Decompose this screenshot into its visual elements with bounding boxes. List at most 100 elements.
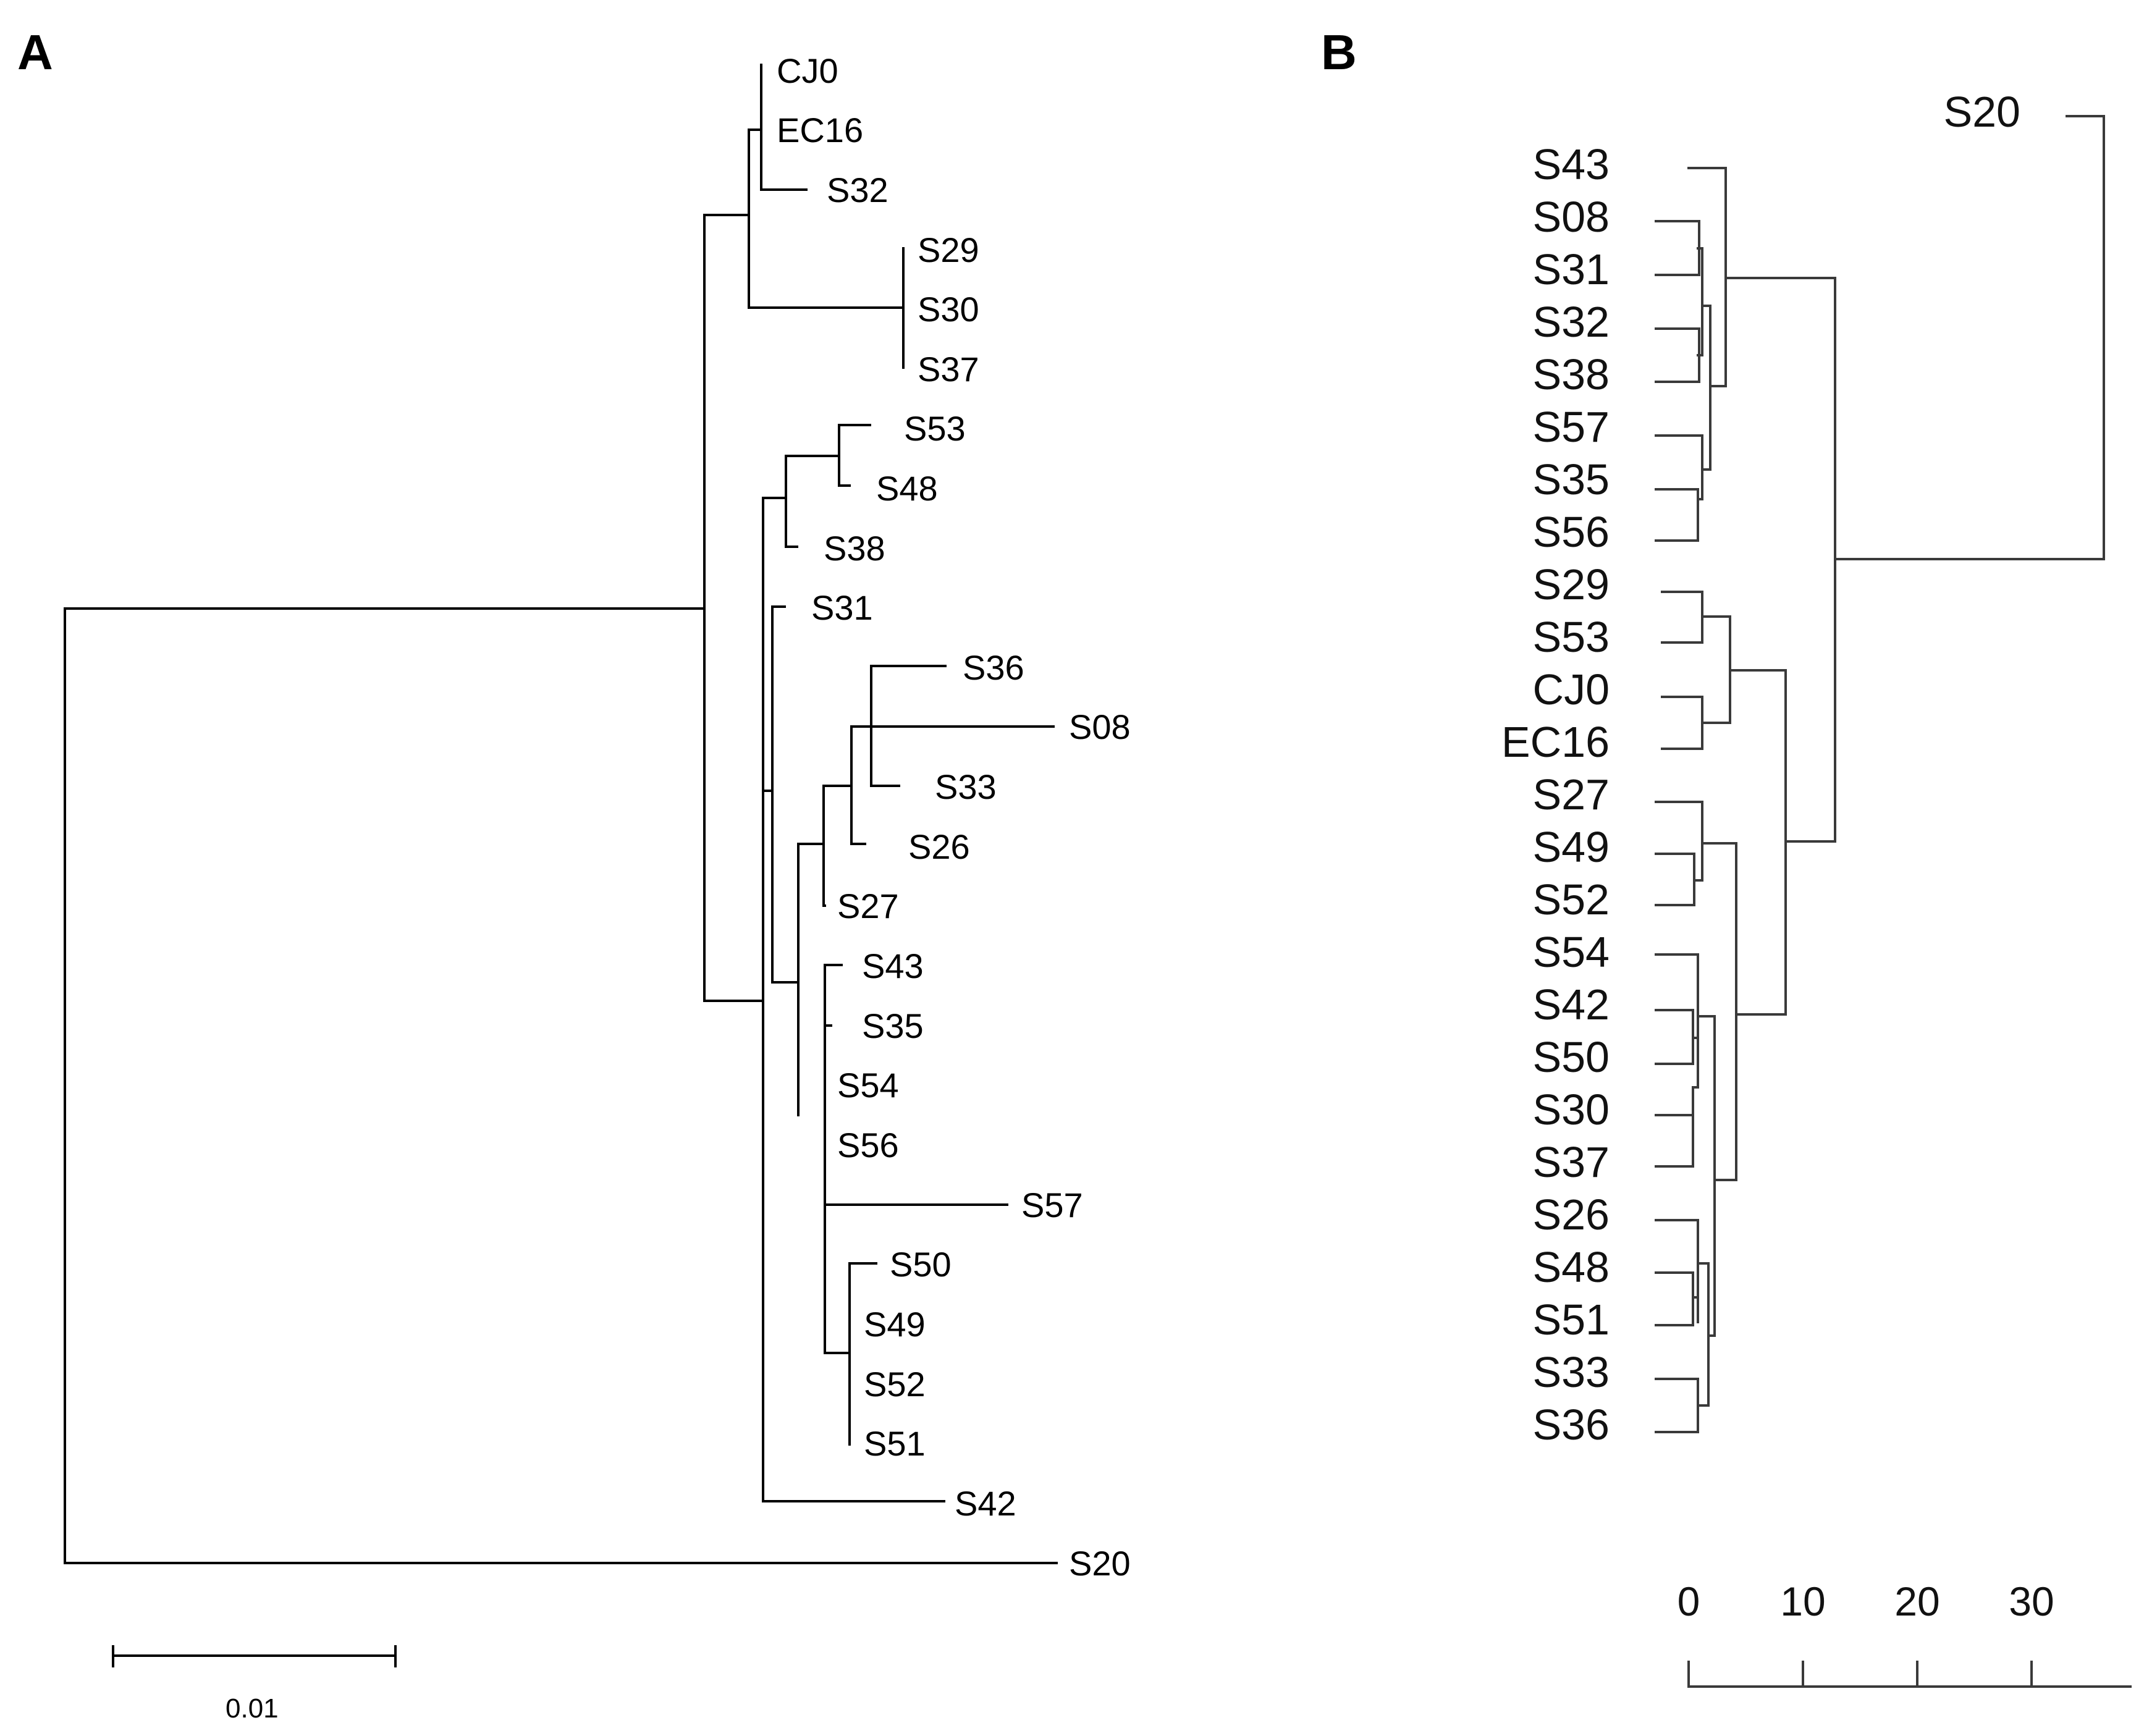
tree-a-leaf-label: S48: [876, 469, 938, 508]
tree-a-leaf-label: S50: [890, 1245, 952, 1284]
dendro-b-leaf-label: S27: [1532, 770, 1610, 819]
tree-a-leaf-label: S33: [935, 767, 997, 806]
dendro-b-branch: [1697, 1262, 1710, 1407]
tree-a-branch: [760, 64, 808, 191]
dendro-b-branch: [1655, 327, 1700, 383]
tree-a-leaf-label: CJ0: [777, 51, 838, 90]
tree-a-leaf-label: S52: [864, 1365, 926, 1404]
dendro-b-branch: [1701, 434, 1711, 500]
tree-a-leaf-label: S29: [918, 230, 979, 269]
dendro-b-leaf-label: CJ0: [1533, 665, 1610, 714]
dendro-axis: [1687, 1661, 2132, 1688]
tree-a-leaf-label: S38: [824, 529, 885, 568]
tree-a-leaf-label: S27: [837, 887, 899, 925]
dendro-b-leaf-label: S53: [1532, 613, 1610, 661]
tree-a-leaf-label: S32: [827, 171, 888, 209]
dendro-b-leaf-label: S49: [1532, 823, 1610, 871]
dendro-axis-tick: 20: [1894, 1578, 1939, 1624]
dendro-b-leaf-label: S29: [1532, 560, 1610, 609]
tree-a-leaf-label: EC16: [777, 111, 863, 150]
dendro-b-leaf-label: S57: [1532, 403, 1610, 451]
dendro-b-leaf-label: S20: [1943, 88, 2020, 136]
dendro-axis-tick: 0: [1678, 1578, 1700, 1624]
dendro-b-leaf-label: S51: [1532, 1296, 1610, 1344]
dendro-b-branch: [1701, 247, 1711, 356]
tree-a-leaf-label: S08: [1069, 707, 1131, 746]
tree-a-leaf-label: S37: [918, 350, 979, 389]
dendro-b-branch: [1655, 1378, 1699, 1433]
dendro-b-leaf-label: S31: [1532, 245, 1610, 293]
tree-a-branch: [824, 964, 843, 1027]
dendro-b-leaf-label: S30: [1532, 1085, 1610, 1134]
tree-a-leaf-label: S54: [837, 1066, 899, 1105]
tree-a-branch: [703, 214, 764, 1002]
tree-a-branch: [762, 497, 945, 1502]
dendro-b-leaf-label: S50: [1532, 1033, 1610, 1081]
tree-a-branch: [748, 129, 905, 309]
dendro-b-leaf-label: S38: [1532, 350, 1610, 398]
dendro-b-leaf-label: S54: [1532, 928, 1610, 976]
tree-a-branch: [822, 785, 853, 907]
tree-a-leaf-label: S42: [955, 1484, 1016, 1523]
dendro-b-branch: [1655, 1271, 1699, 1326]
tree-a-branch: [850, 725, 1055, 845]
tree-a-leaf-label: S35: [862, 1006, 924, 1045]
tree-a-leaf-label: S51: [864, 1424, 926, 1463]
dendro-b-leaf-label: S35: [1532, 455, 1610, 504]
scale-bar: [112, 1645, 397, 1667]
tree-a-leaf-label: S57: [1021, 1186, 1083, 1224]
dendro-b-branch: [1655, 1009, 1699, 1065]
scale-bar-label: 0.01: [226, 1693, 279, 1724]
dendro-b-leaf-label: S33: [1532, 1348, 1610, 1396]
tree-a-leaf-label: S43: [862, 946, 924, 985]
dendro-b-leaf-label: S36: [1532, 1401, 1610, 1449]
tree-a-branch: [838, 424, 871, 487]
dendro-b-leaf-label: S52: [1532, 875, 1610, 924]
dendro-b-leaf-label: S42: [1532, 980, 1610, 1029]
dendro-b-branch: [1661, 696, 1703, 750]
dendro-b-branch: [1655, 1086, 1699, 1168]
tree-a-leaf-label: S56: [837, 1126, 899, 1165]
dendro-b-leaf-label: S37: [1532, 1138, 1610, 1186]
panel-b-labels: S20 S43 S08 S31 S32 S38 S57 S35 S56 S29 …: [1501, 88, 2054, 1624]
tree-a-leaf-label: S30: [918, 290, 979, 329]
tree-a-leaf-label: S36: [963, 648, 1024, 687]
dendro-b-branch: [1655, 801, 1703, 882]
dendro-b-branch: [1687, 167, 1727, 387]
dendro-b-branch: [1834, 115, 2105, 560]
dendro-b-branch: [1784, 669, 1836, 1016]
dendro-axis-tick: 10: [1780, 1578, 1825, 1624]
dendro-b-leaf-label: S32: [1532, 298, 1610, 346]
dendro-b-branch: [1655, 220, 1700, 276]
dendro-b-branch: [1701, 842, 1737, 1181]
panel-b-label: B: [1321, 25, 1357, 80]
tree-a-leaf-label: S31: [811, 588, 873, 627]
tree-a-branch: [848, 1262, 877, 1446]
tree-a-branch: [870, 665, 947, 787]
tree-a-branch: [771, 605, 800, 984]
tree-a-leaf-label: S49: [864, 1305, 926, 1344]
dendro-b-leaf-label: S26: [1532, 1190, 1610, 1239]
panel-a-label: A: [17, 25, 53, 80]
panel-b-dendrogram: [1655, 115, 2132, 1688]
panel-a-tree: [64, 64, 1058, 1667]
tree-a-leaf-label: S26: [908, 827, 970, 866]
dendro-b-leaf-label: S43: [1532, 140, 1610, 188]
dendro-b-branch: [1655, 953, 1699, 1089]
dendro-b-branch: [1655, 1219, 1699, 1323]
dendro-b-branch: [1701, 615, 1731, 724]
dendro-b-branch: [1697, 247, 1703, 356]
dendro-b-branch: [1661, 591, 1703, 644]
dendro-b-leaf-label: S56: [1532, 508, 1610, 556]
tree-a-leaf-label: S53: [904, 409, 966, 448]
dendro-b-branch: [1697, 1015, 1716, 1337]
dendro-b-branch: [1655, 488, 1703, 542]
panel-a-labels: CJ0 EC16 S32 S29 S30 S37 S53 S48 S38 S31…: [226, 51, 1131, 1724]
dendro-b-leaf-label: S48: [1532, 1243, 1610, 1291]
dendro-axis-tick: 30: [2009, 1578, 2054, 1624]
dendro-b-branch: [1655, 853, 1695, 906]
dendro-b-leaf-label: EC16: [1501, 718, 1610, 766]
tree-a-branch: [64, 607, 1058, 1564]
dendro-b-leaf-label: S08: [1532, 193, 1610, 241]
